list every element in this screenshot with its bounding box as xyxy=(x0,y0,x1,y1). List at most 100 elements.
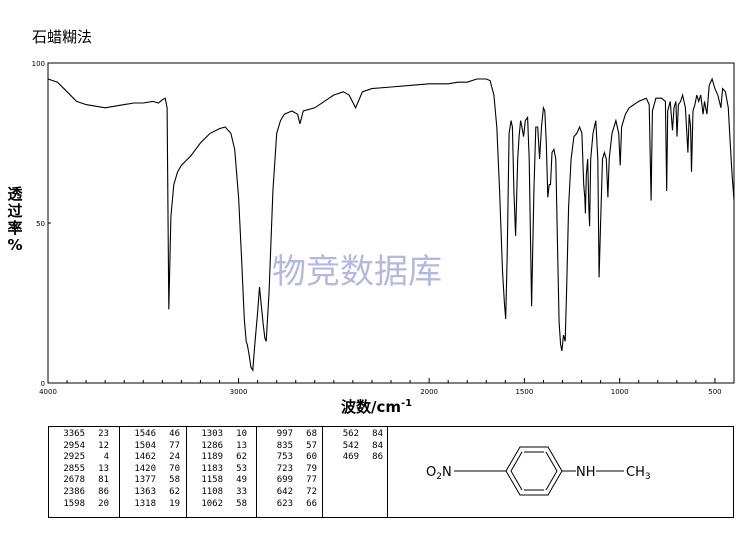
x-tick-label: 1500 xyxy=(515,388,533,396)
peak-column: 997 68 835 57 753 60 723 79 699 77 642 72 623 66 xyxy=(257,427,323,517)
peak-row: 1420 70 xyxy=(120,464,186,476)
peak-wavenumber: 997 xyxy=(276,429,293,439)
peak-row: 1598 20 xyxy=(49,499,119,511)
peak-row: 562 84 xyxy=(323,429,387,441)
plot-frame xyxy=(47,62,735,384)
peak-wavenumber: 1286 xyxy=(201,440,223,451)
peak-row: 2925 4 xyxy=(49,452,119,464)
watermark: 物竞数据库 xyxy=(272,252,442,292)
peak-row: 1183 53 xyxy=(187,464,256,476)
peak-transmittance: 13 xyxy=(98,463,109,474)
peak-transmittance: 72 xyxy=(306,486,317,497)
peak-transmittance: 66 xyxy=(306,498,317,509)
nitro-o: O xyxy=(426,465,436,480)
peak-transmittance: 86 xyxy=(98,486,109,497)
peak-row: 1062 58 xyxy=(187,499,256,511)
peak-wavenumber: 1158 xyxy=(201,475,223,486)
peak-wavenumber: 1183 xyxy=(201,463,223,474)
peak-row: 2678 81 xyxy=(49,475,119,487)
peak-transmittance: 49 xyxy=(236,475,247,486)
peak-wavenumber: 562 xyxy=(342,429,359,439)
peak-transmittance: 20 xyxy=(98,498,109,509)
benzene-ring xyxy=(505,446,563,496)
peak-column: 1303 10 1286 13 1189 62 1183 53 1158 49 1108 33 1062… xyxy=(187,427,257,517)
peak-wavenumber: 699 xyxy=(276,475,293,486)
peak-wavenumber: 542 xyxy=(342,440,359,451)
peak-transmittance: 81 xyxy=(98,475,109,486)
peak-wavenumber: 753 xyxy=(276,452,293,463)
peak-wavenumber: 2925 xyxy=(63,452,85,463)
methyl-subscript: 3 xyxy=(645,472,651,482)
peak-column: 1546 46 1504 77 1462 24 1420 70 1377 58 1363 62 1318… xyxy=(120,427,187,517)
y-axis-label-char: 过 xyxy=(7,202,23,220)
amine-nh: NH xyxy=(576,465,596,480)
spectrum-line xyxy=(47,77,735,372)
peak-row: 2855 13 xyxy=(49,464,119,476)
x-tick-label: 500 xyxy=(708,388,721,396)
x-axis-label: 波数/cm-1 xyxy=(341,396,412,417)
peak-transmittance: 46 xyxy=(169,429,180,439)
y-axis: 0 50 100 xyxy=(32,60,51,388)
peak-transmittance: 10 xyxy=(236,429,247,439)
methyl-group: CH3 xyxy=(626,465,651,482)
peak-row: 1189 62 xyxy=(187,452,256,464)
peak-wavenumber: 1318 xyxy=(134,498,156,509)
peak-row: 642 72 xyxy=(257,487,322,499)
method-label: 石蜡糊法 xyxy=(32,28,93,46)
peak-wavenumber: 3365 xyxy=(63,429,85,439)
x-axis-label-exponent: -1 xyxy=(401,398,413,409)
peak-row: 1504 77 xyxy=(120,441,186,453)
y-tick-label: 0 xyxy=(41,380,45,388)
peak-wavenumber: 723 xyxy=(276,463,293,474)
peak-transmittance: 57 xyxy=(306,440,317,451)
peak-transmittance: 79 xyxy=(306,463,317,474)
y-axis-label-char: 透 xyxy=(7,185,23,203)
y-tick-label: 100 xyxy=(32,60,45,68)
peak-transmittance: 62 xyxy=(169,486,180,497)
peak-row: 1318 19 xyxy=(120,499,186,511)
peak-row: 1158 49 xyxy=(187,475,256,487)
y-axis-label-char: % xyxy=(7,236,23,254)
peak-transmittance: 53 xyxy=(236,463,247,474)
nitro-n: N xyxy=(442,465,452,480)
peak-transmittance: 24 xyxy=(169,452,180,463)
peak-wavenumber: 1420 xyxy=(134,463,156,474)
peak-wavenumber: 1189 xyxy=(201,452,223,463)
peak-transmittance: 70 xyxy=(169,463,180,474)
peak-transmittance: 60 xyxy=(306,452,317,463)
peak-column: 562 84 542 84 469 86 xyxy=(323,427,388,517)
peak-row: 469 86 xyxy=(323,452,387,464)
x-axis-label-text: 波数/cm xyxy=(341,398,402,416)
peak-transmittance: 84 xyxy=(372,440,383,451)
methyl-ch: CH xyxy=(626,465,645,480)
peak-transmittance: 77 xyxy=(306,475,317,486)
peak-row: 1286 13 xyxy=(187,441,256,453)
peak-transmittance: 13 xyxy=(236,440,247,451)
peak-row: 699 77 xyxy=(257,475,322,487)
peak-wavenumber: 1303 xyxy=(201,429,223,439)
peak-transmittance: 68 xyxy=(306,429,317,439)
peak-transmittance: 12 xyxy=(98,440,109,451)
peak-transmittance: 62 xyxy=(236,452,247,463)
peak-wavenumber: 1363 xyxy=(134,486,156,497)
peak-transmittance: 77 xyxy=(169,440,180,451)
peak-wavenumber: 2678 xyxy=(63,475,85,486)
peak-table: 3365 23 2954 12 2925 4 2855 13 2678 81 2386 86 1598 2… xyxy=(48,426,734,518)
x-tick-label: 2000 xyxy=(420,388,438,396)
peak-row: 2954 12 xyxy=(49,441,119,453)
y-axis-label: 透 过 率 % xyxy=(4,186,26,254)
peak-transmittance: 84 xyxy=(372,429,383,439)
peak-transmittance: 4 xyxy=(103,452,109,463)
peak-row: 3365 23 xyxy=(49,429,119,441)
peak-row: 623 66 xyxy=(257,499,322,511)
peak-transmittance: 23 xyxy=(98,429,109,439)
peak-transmittance: 58 xyxy=(236,498,247,509)
peak-wavenumber: 2954 xyxy=(63,440,85,451)
peak-column: 3365 23 2954 12 2925 4 2855 13 2678 81 2386 86 1598 2… xyxy=(49,427,120,517)
peak-wavenumber: 1546 xyxy=(134,429,156,439)
molecule-structure: O2N NH CH3 xyxy=(426,446,651,496)
peak-wavenumber: 623 xyxy=(276,498,293,509)
ir-spectrum-chart: 物竞数据库 0 50 100 4000 3000 2000 1500 1000 500 xyxy=(32,60,735,396)
peak-row: 835 57 xyxy=(257,441,322,453)
peak-transmittance: 33 xyxy=(236,486,247,497)
